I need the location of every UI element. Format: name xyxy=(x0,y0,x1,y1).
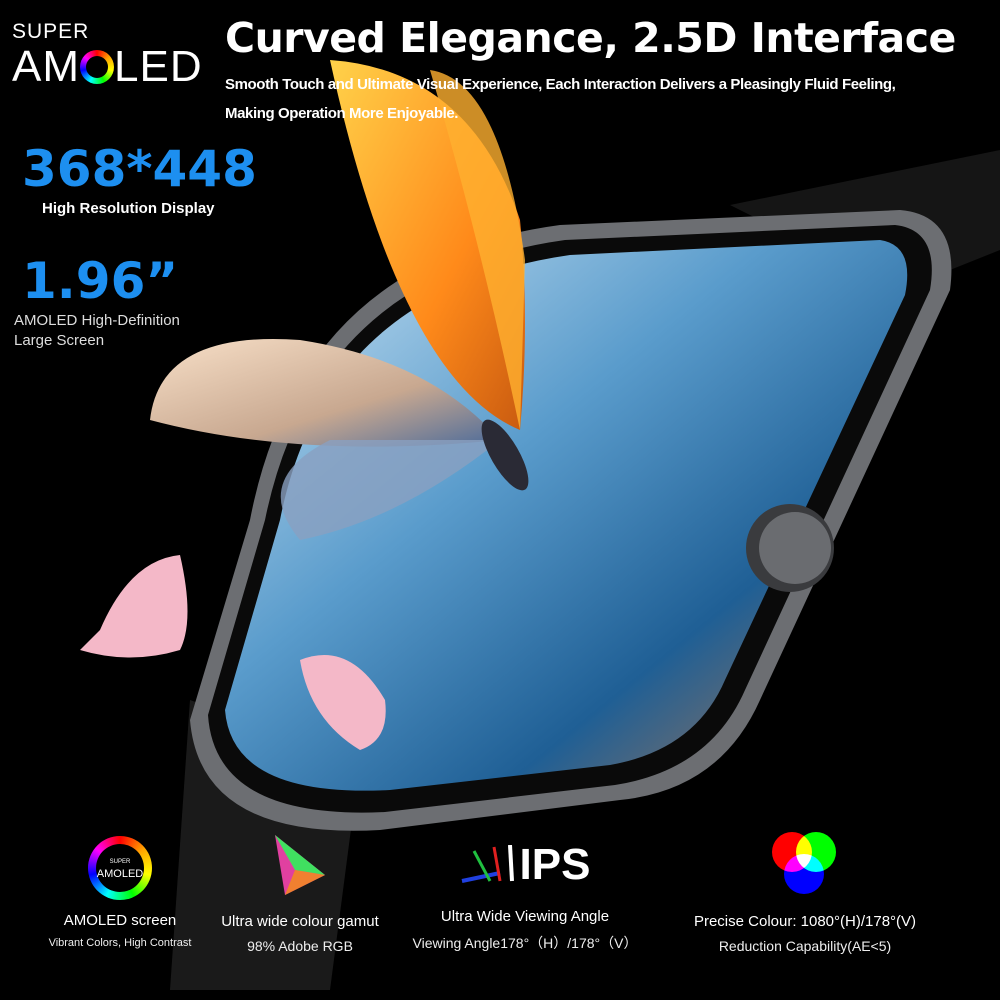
feature-desc: 98% Adobe RGB xyxy=(247,938,353,954)
feature-colour-gamut: Ultra wide colour gamut 98% Adobe RGB xyxy=(200,830,400,954)
super-amoled-ring-icon: SUPER AMOLED xyxy=(88,836,152,900)
ips-rays-icon xyxy=(461,845,514,883)
super-amoled-logo-super: SUPER xyxy=(12,20,90,43)
feature-desc: Reduction Capability(AE<5) xyxy=(718,938,892,954)
logo-text-b: LED xyxy=(114,42,203,91)
resolution-value: 368*448 xyxy=(22,140,257,198)
small-pink-butterfly xyxy=(80,555,188,658)
feature-precise-colour: Precise Colour: 1080°(H)/178°(V) Reducti… xyxy=(680,830,930,954)
screen-size-label-1: AMOLED High-Definition xyxy=(14,312,180,329)
super-amoled-logo: AM LED xyxy=(12,42,203,92)
butterfly-body xyxy=(481,419,529,491)
screen-size-label-2: Large Screen xyxy=(14,332,105,349)
feature-desc: Viewing Angle178°（H）/178°（V） xyxy=(412,935,638,951)
resolution-label: High Resolution Display xyxy=(42,200,215,217)
screen-size-label: AMOLED High-Definition Large Screen xyxy=(14,311,180,351)
feature-ips: IPS Ultra Wide Viewing Angle Viewing Ang… xyxy=(410,830,640,953)
icon-super-text: SUPER xyxy=(109,859,131,865)
rainbow-ring-icon xyxy=(80,50,114,84)
pink-butterfly-on-screen xyxy=(300,655,386,750)
rgb-circles-icon xyxy=(772,832,836,894)
feature-desc: Vibrant Colors, High Contrast xyxy=(48,937,192,949)
feature-amoled: SUPER AMOLED AMOLED screen Vibrant Colors… xyxy=(20,830,220,949)
feature-title: Precise Colour: 1080°(H)/178°(V) xyxy=(693,913,917,930)
logo-text-a: AM xyxy=(12,42,80,91)
ips-icon: IPS xyxy=(410,830,640,900)
screen-size-value: 1.96” xyxy=(22,252,179,310)
butterfly-lower-wing xyxy=(150,339,500,447)
headline: Curved Elegance, 2.5D Interface xyxy=(225,14,956,62)
ips-text: IPS xyxy=(519,840,591,889)
icon-amoled-text: AMOLED xyxy=(96,868,144,880)
feature-title: AMOLED screen xyxy=(63,912,177,929)
feature-title: Ultra Wide Viewing Angle xyxy=(440,908,610,925)
colour-gamut-triangle-icon xyxy=(275,835,325,895)
feature-title: Ultra wide colour gamut xyxy=(221,913,379,930)
subtitle: Smooth Touch and Ultimate Visual Experie… xyxy=(225,76,896,122)
